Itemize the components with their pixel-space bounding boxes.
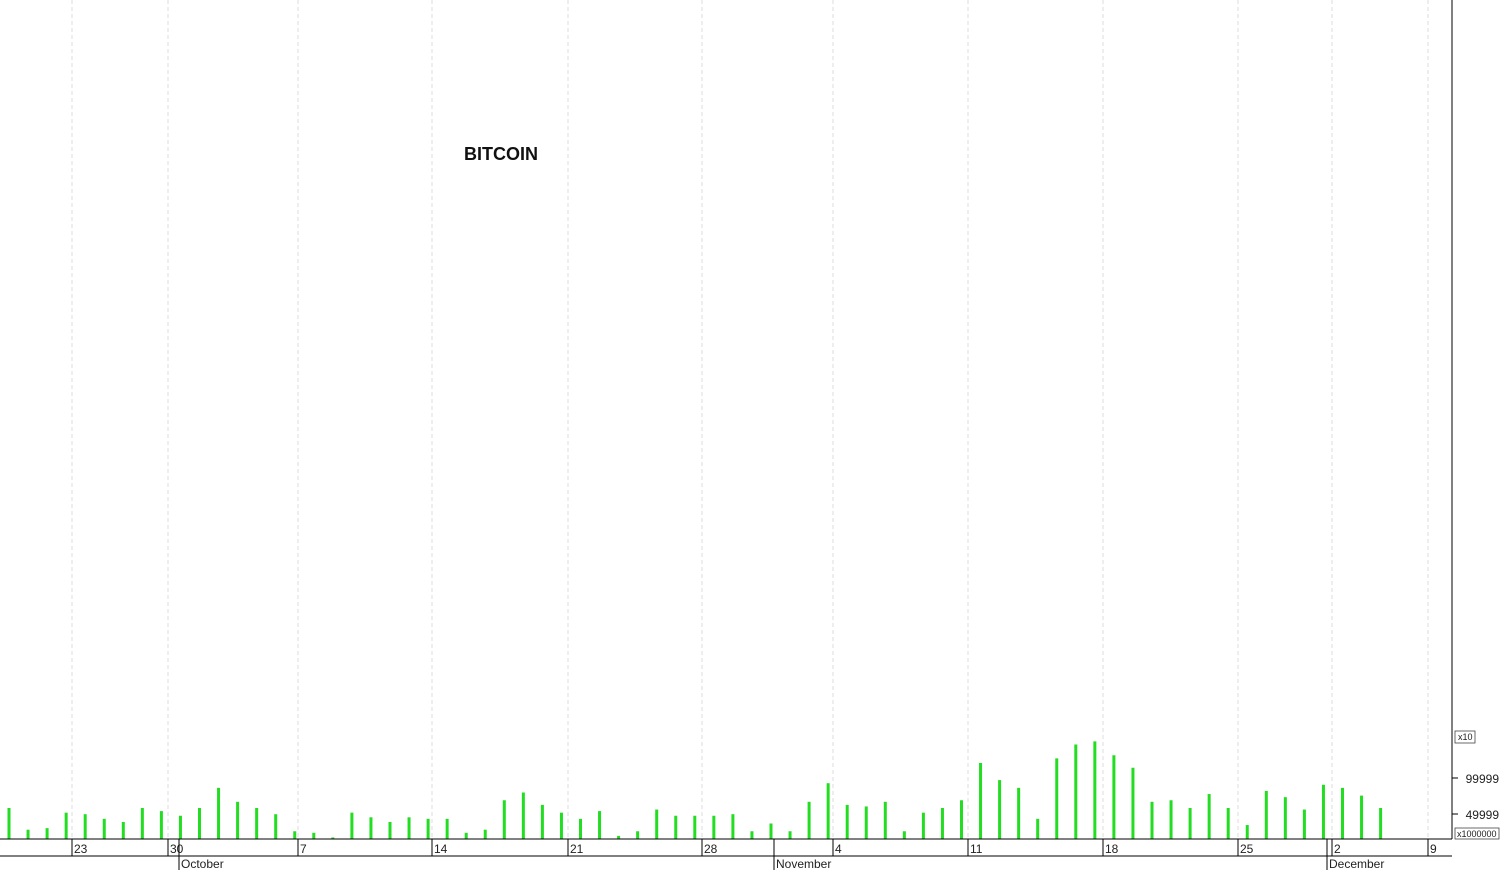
grid-lines	[71, 0, 1429, 839]
day-tick-label: 25	[1240, 842, 1254, 856]
day-tick-label: 30	[170, 842, 184, 856]
volume-bars	[7, 741, 1383, 839]
axes	[0, 0, 1453, 857]
day-tick-label: 14	[434, 842, 448, 856]
date-axis-ticks: 23 30 7 14 21 28 4 11 18 25 2 9 October November Decem…	[71, 839, 1437, 870]
day-tick-label: 9	[1430, 842, 1437, 856]
day-tick-label: 2	[1334, 842, 1341, 856]
volume-axis-ticks: x10 x1000000	[1454, 730, 1500, 840]
month-label: November	[776, 857, 831, 870]
day-tick-label: 18	[1105, 842, 1119, 856]
volume-multiplier-top: x10	[1458, 732, 1473, 742]
volume-tick-label: 49999	[1466, 808, 1500, 822]
day-tick-label: 21	[570, 842, 584, 856]
volume-multiplier-bottom: x1000000	[1457, 829, 1497, 839]
day-tick-label: 11	[970, 842, 983, 856]
chart-title: BITCOIN	[464, 144, 538, 164]
day-tick-label: 7	[300, 842, 307, 856]
day-tick-label: 28	[704, 842, 718, 856]
month-label: December	[1329, 857, 1384, 870]
day-tick-label: 23	[74, 842, 88, 856]
price-axis-ticks: 6000650070007500800085009000950010000999…	[1452, 772, 1500, 822]
volume-tick-label: 99999	[1466, 772, 1500, 786]
month-label: October	[181, 857, 224, 870]
day-tick-label: 4	[835, 842, 842, 856]
